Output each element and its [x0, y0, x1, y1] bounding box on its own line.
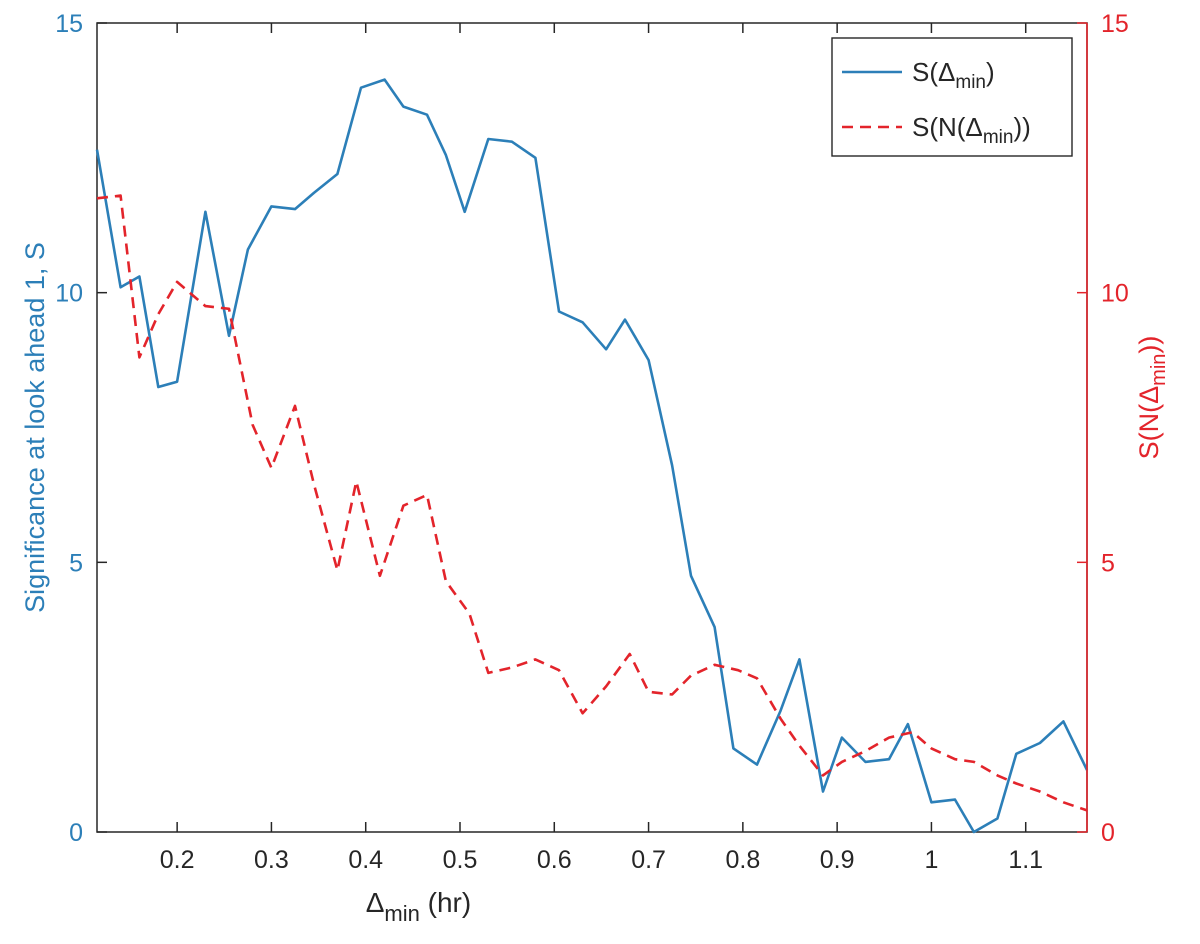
legend-label-2: S(N(Δmin)) [912, 112, 1031, 148]
series-line-1 [95, 78, 1089, 834]
y-left-tick-label: 10 [55, 280, 83, 308]
series-line-2 [96, 194, 1088, 812]
legend: S(Δmin) S(N(Δmin)) [831, 37, 1073, 157]
legend-box [831, 37, 1073, 157]
x-tick-label: 0.2 [160, 846, 195, 874]
x-tick-label: 0.3 [254, 846, 289, 874]
y-right-tick-label: 15 [1101, 10, 1129, 38]
tick-layer: 0.2 0.3 0.4 0.5 0.6 0.7 0.8 0.9 1 1.1 0 5 10 15 0 5 10 15 [55, 10, 1129, 874]
y-left-tick-label: 0 [69, 819, 83, 847]
x-tick-label: 0.8 [725, 846, 760, 874]
x-tick-label: 0.5 [443, 846, 478, 874]
y-left-tick-label: 15 [55, 10, 83, 38]
x-tick-label: 0.4 [348, 846, 383, 874]
y-right-tick-label: 5 [1101, 549, 1115, 577]
x-tick-label: 0.9 [820, 846, 855, 874]
legend-label-1: S(Δmin) [912, 57, 995, 93]
y-axis-label-right: S(N(Δmin)) [1134, 336, 1170, 460]
y-right-tick-label: 10 [1101, 280, 1129, 308]
x-tick-label: 1.1 [1008, 846, 1043, 874]
y-right-tick-label: 0 [1101, 819, 1115, 847]
x-tick-label: 0.6 [537, 846, 572, 874]
label-layer: Δmin (hr) Significance at look ahead 1, S… [20, 242, 1170, 926]
x-tick-label: 1 [924, 846, 938, 874]
y-left-tick-label: 5 [69, 549, 83, 577]
y-axis-label-left: Significance at look ahead 1, S [20, 242, 50, 613]
series-layer [95, 78, 1089, 834]
x-axis-label: Δmin (hr) [366, 887, 471, 926]
x-tick-label: 0.7 [631, 846, 666, 874]
